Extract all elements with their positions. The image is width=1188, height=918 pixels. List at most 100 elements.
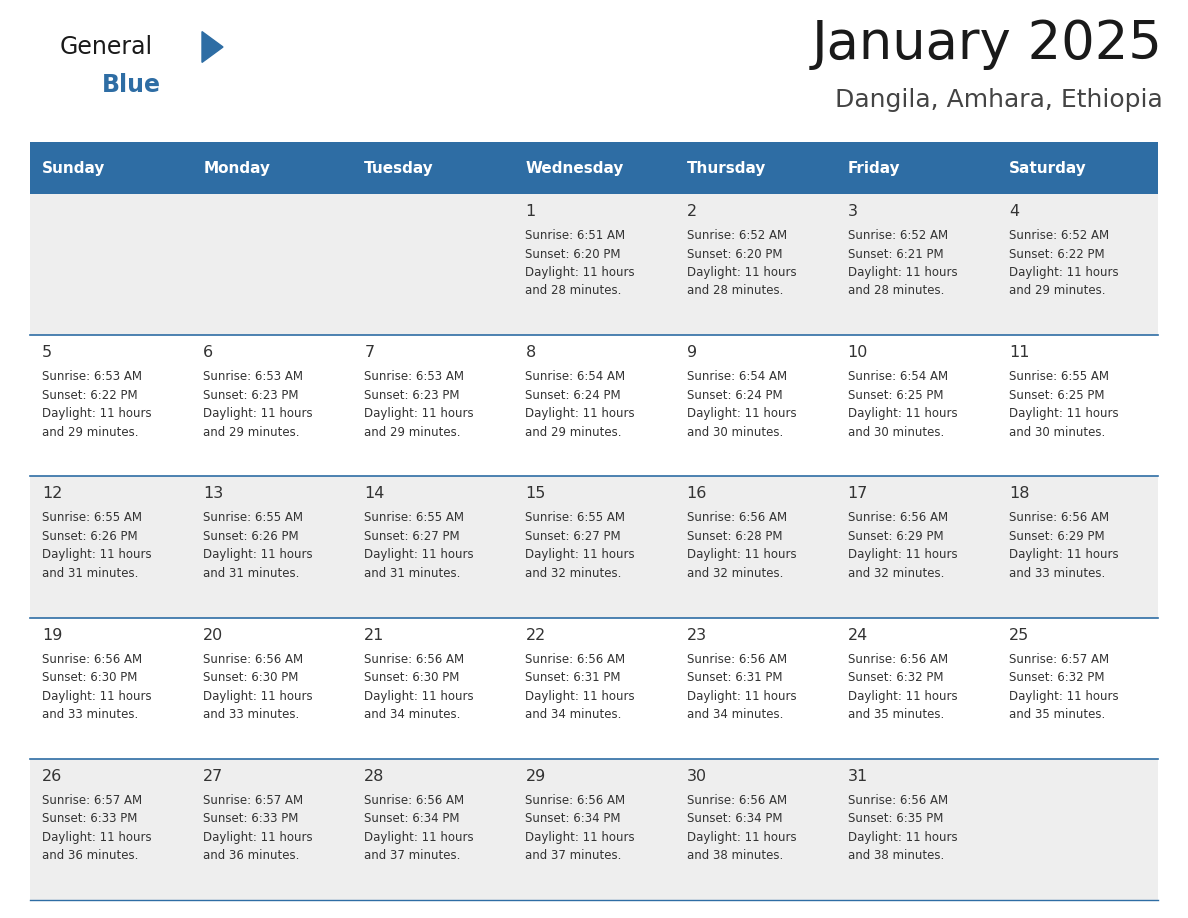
Text: Sunrise: 6:52 AM
Sunset: 6:20 PM
Daylight: 11 hours
and 28 minutes.: Sunrise: 6:52 AM Sunset: 6:20 PM Dayligh… — [687, 229, 796, 297]
Text: 10: 10 — [848, 345, 868, 360]
Text: 3: 3 — [848, 204, 858, 219]
Bar — [353, 476, 513, 618]
Text: Sunrise: 6:53 AM
Sunset: 6:23 PM
Daylight: 11 hours
and 29 minutes.: Sunrise: 6:53 AM Sunset: 6:23 PM Dayligh… — [203, 370, 312, 439]
Text: 12: 12 — [42, 487, 63, 501]
Text: Sunrise: 6:56 AM
Sunset: 6:31 PM
Daylight: 11 hours
and 34 minutes.: Sunrise: 6:56 AM Sunset: 6:31 PM Dayligh… — [687, 653, 796, 722]
Text: Sunrise: 6:55 AM
Sunset: 6:26 PM
Daylight: 11 hours
and 31 minutes.: Sunrise: 6:55 AM Sunset: 6:26 PM Dayligh… — [42, 511, 152, 580]
Text: 30: 30 — [687, 768, 707, 784]
Text: 18: 18 — [1009, 487, 1029, 501]
Text: 24: 24 — [848, 628, 868, 643]
Text: 16: 16 — [687, 487, 707, 501]
Text: 21: 21 — [365, 628, 385, 643]
Text: Sunday: Sunday — [42, 161, 106, 175]
Bar — [513, 335, 675, 476]
Text: General: General — [61, 35, 153, 59]
Bar — [30, 476, 191, 618]
Bar — [30, 335, 191, 476]
Bar — [513, 476, 675, 618]
Bar — [835, 194, 997, 335]
Bar — [191, 194, 353, 335]
Bar — [675, 759, 835, 900]
Text: 4: 4 — [1009, 204, 1019, 219]
Text: January 2025: January 2025 — [813, 18, 1163, 70]
Text: Sunrise: 6:56 AM
Sunset: 6:34 PM
Daylight: 11 hours
and 37 minutes.: Sunrise: 6:56 AM Sunset: 6:34 PM Dayligh… — [525, 794, 636, 862]
Bar — [30, 759, 191, 900]
Bar — [30, 142, 191, 194]
Text: 14: 14 — [365, 487, 385, 501]
Text: 9: 9 — [687, 345, 696, 360]
Text: 22: 22 — [525, 628, 545, 643]
Bar — [353, 618, 513, 759]
Text: Sunrise: 6:56 AM
Sunset: 6:34 PM
Daylight: 11 hours
and 38 minutes.: Sunrise: 6:56 AM Sunset: 6:34 PM Dayligh… — [687, 794, 796, 862]
Bar — [675, 618, 835, 759]
Bar — [30, 194, 191, 335]
Text: Sunrise: 6:57 AM
Sunset: 6:33 PM
Daylight: 11 hours
and 36 minutes.: Sunrise: 6:57 AM Sunset: 6:33 PM Dayligh… — [203, 794, 312, 862]
Bar — [513, 142, 675, 194]
Text: 20: 20 — [203, 628, 223, 643]
Text: Sunrise: 6:56 AM
Sunset: 6:29 PM
Daylight: 11 hours
and 33 minutes.: Sunrise: 6:56 AM Sunset: 6:29 PM Dayligh… — [1009, 511, 1118, 580]
Polygon shape — [202, 31, 223, 62]
Bar — [191, 759, 353, 900]
Bar — [30, 618, 191, 759]
Text: 8: 8 — [525, 345, 536, 360]
Text: Dangila, Amhara, Ethiopia: Dangila, Amhara, Ethiopia — [835, 88, 1163, 112]
Text: Sunrise: 6:51 AM
Sunset: 6:20 PM
Daylight: 11 hours
and 28 minutes.: Sunrise: 6:51 AM Sunset: 6:20 PM Dayligh… — [525, 229, 636, 297]
Bar — [997, 618, 1158, 759]
Bar — [835, 335, 997, 476]
Bar — [997, 476, 1158, 618]
Text: Sunrise: 6:56 AM
Sunset: 6:34 PM
Daylight: 11 hours
and 37 minutes.: Sunrise: 6:56 AM Sunset: 6:34 PM Dayligh… — [365, 794, 474, 862]
Bar — [191, 618, 353, 759]
Bar — [191, 142, 353, 194]
Text: Wednesday: Wednesday — [525, 161, 624, 175]
Bar — [513, 759, 675, 900]
Text: 27: 27 — [203, 768, 223, 784]
Text: Sunrise: 6:57 AM
Sunset: 6:33 PM
Daylight: 11 hours
and 36 minutes.: Sunrise: 6:57 AM Sunset: 6:33 PM Dayligh… — [42, 794, 152, 862]
Text: Sunrise: 6:56 AM
Sunset: 6:35 PM
Daylight: 11 hours
and 38 minutes.: Sunrise: 6:56 AM Sunset: 6:35 PM Dayligh… — [848, 794, 958, 862]
Bar — [191, 335, 353, 476]
Bar — [191, 476, 353, 618]
Text: Sunrise: 6:55 AM
Sunset: 6:26 PM
Daylight: 11 hours
and 31 minutes.: Sunrise: 6:55 AM Sunset: 6:26 PM Dayligh… — [203, 511, 312, 580]
Text: 13: 13 — [203, 487, 223, 501]
Text: 5: 5 — [42, 345, 52, 360]
Text: Sunrise: 6:56 AM
Sunset: 6:32 PM
Daylight: 11 hours
and 35 minutes.: Sunrise: 6:56 AM Sunset: 6:32 PM Dayligh… — [848, 653, 958, 722]
Bar — [835, 618, 997, 759]
Text: Sunrise: 6:53 AM
Sunset: 6:23 PM
Daylight: 11 hours
and 29 minutes.: Sunrise: 6:53 AM Sunset: 6:23 PM Dayligh… — [365, 370, 474, 439]
Bar — [997, 142, 1158, 194]
Text: 1: 1 — [525, 204, 536, 219]
Text: Tuesday: Tuesday — [365, 161, 434, 175]
Text: Blue: Blue — [102, 73, 162, 97]
Bar — [353, 142, 513, 194]
Text: Sunrise: 6:52 AM
Sunset: 6:22 PM
Daylight: 11 hours
and 29 minutes.: Sunrise: 6:52 AM Sunset: 6:22 PM Dayligh… — [1009, 229, 1118, 297]
Text: 6: 6 — [203, 345, 214, 360]
Bar — [835, 142, 997, 194]
Bar — [353, 759, 513, 900]
Text: 26: 26 — [42, 768, 62, 784]
Text: Sunrise: 6:55 AM
Sunset: 6:27 PM
Daylight: 11 hours
and 32 minutes.: Sunrise: 6:55 AM Sunset: 6:27 PM Dayligh… — [525, 511, 636, 580]
Bar — [997, 335, 1158, 476]
Text: Sunrise: 6:52 AM
Sunset: 6:21 PM
Daylight: 11 hours
and 28 minutes.: Sunrise: 6:52 AM Sunset: 6:21 PM Dayligh… — [848, 229, 958, 297]
Bar — [997, 759, 1158, 900]
Text: 28: 28 — [365, 768, 385, 784]
Text: Monday: Monday — [203, 161, 270, 175]
Text: Sunrise: 6:55 AM
Sunset: 6:25 PM
Daylight: 11 hours
and 30 minutes.: Sunrise: 6:55 AM Sunset: 6:25 PM Dayligh… — [1009, 370, 1118, 439]
Text: Sunrise: 6:54 AM
Sunset: 6:25 PM
Daylight: 11 hours
and 30 minutes.: Sunrise: 6:54 AM Sunset: 6:25 PM Dayligh… — [848, 370, 958, 439]
Text: Sunrise: 6:57 AM
Sunset: 6:32 PM
Daylight: 11 hours
and 35 minutes.: Sunrise: 6:57 AM Sunset: 6:32 PM Dayligh… — [1009, 653, 1118, 722]
Text: Sunrise: 6:54 AM
Sunset: 6:24 PM
Daylight: 11 hours
and 30 minutes.: Sunrise: 6:54 AM Sunset: 6:24 PM Dayligh… — [687, 370, 796, 439]
Text: 19: 19 — [42, 628, 63, 643]
Text: Sunrise: 6:53 AM
Sunset: 6:22 PM
Daylight: 11 hours
and 29 minutes.: Sunrise: 6:53 AM Sunset: 6:22 PM Dayligh… — [42, 370, 152, 439]
Text: 2: 2 — [687, 204, 696, 219]
Text: Sunrise: 6:54 AM
Sunset: 6:24 PM
Daylight: 11 hours
and 29 minutes.: Sunrise: 6:54 AM Sunset: 6:24 PM Dayligh… — [525, 370, 636, 439]
Text: 29: 29 — [525, 768, 545, 784]
Text: Friday: Friday — [848, 161, 901, 175]
Bar — [997, 194, 1158, 335]
Text: Saturday: Saturday — [1009, 161, 1087, 175]
Bar — [675, 142, 835, 194]
Text: Sunrise: 6:56 AM
Sunset: 6:29 PM
Daylight: 11 hours
and 32 minutes.: Sunrise: 6:56 AM Sunset: 6:29 PM Dayligh… — [848, 511, 958, 580]
Text: 15: 15 — [525, 487, 545, 501]
Text: Sunrise: 6:56 AM
Sunset: 6:30 PM
Daylight: 11 hours
and 33 minutes.: Sunrise: 6:56 AM Sunset: 6:30 PM Dayligh… — [42, 653, 152, 722]
Text: 17: 17 — [848, 487, 868, 501]
Text: Sunrise: 6:56 AM
Sunset: 6:30 PM
Daylight: 11 hours
and 34 minutes.: Sunrise: 6:56 AM Sunset: 6:30 PM Dayligh… — [365, 653, 474, 722]
Bar — [675, 194, 835, 335]
Bar — [675, 335, 835, 476]
Text: Thursday: Thursday — [687, 161, 766, 175]
